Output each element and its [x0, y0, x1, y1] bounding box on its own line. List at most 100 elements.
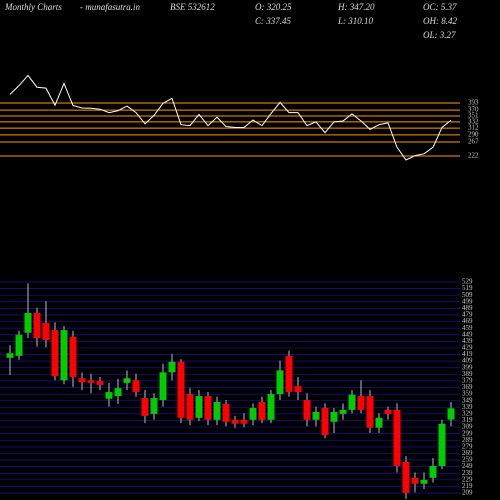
source-label: - munafasutra.in [80, 2, 141, 12]
stat: OL: 3.27 [423, 30, 456, 40]
candle-body [87, 380, 95, 383]
y-tick-label: 279 [462, 442, 473, 450]
candle-body [69, 336, 77, 377]
y-tick-label: 529 [462, 278, 473, 286]
candle-body [249, 407, 257, 420]
close-line [9, 74, 452, 161]
y-tick-label: 399 [462, 363, 473, 371]
y-tick-label: 429 [462, 344, 473, 352]
level-label: 312 [468, 124, 479, 132]
y-tick-label: 469 [462, 317, 473, 325]
candle-body [42, 322, 50, 341]
candle-body [105, 392, 113, 399]
y-tick-label: 229 [462, 475, 473, 483]
y-tick-label: 329 [462, 409, 473, 417]
candle-body [141, 398, 149, 416]
y-tick-label: 339 [462, 403, 473, 411]
y-tick-label: 449 [462, 330, 473, 338]
y-tick-label: 499 [462, 297, 473, 305]
candle-body [33, 312, 41, 339]
candle-body [51, 330, 59, 377]
y-tick-label: 209 [462, 489, 473, 497]
candle-body [321, 407, 329, 435]
y-tick-label: 359 [462, 390, 473, 398]
candle-body [213, 402, 221, 420]
y-tick-label: 249 [462, 462, 473, 470]
y-tick-label: 419 [462, 350, 473, 358]
y-tick-label: 219 [462, 482, 473, 490]
level-label: 290 [468, 131, 479, 139]
y-tick-label: 289 [462, 436, 473, 444]
y-tick-label: 349 [462, 396, 473, 404]
y-tick-label: 369 [462, 383, 473, 391]
candle-body [312, 411, 320, 420]
candle-body [294, 386, 302, 393]
candle-body [96, 380, 104, 385]
candle-body [177, 361, 185, 418]
y-tick-label: 259 [462, 456, 473, 464]
y-tick-label: 479 [462, 311, 473, 319]
candle-body [276, 370, 284, 395]
candle-body [348, 394, 356, 410]
candle-body [285, 355, 293, 393]
candle-body [384, 409, 392, 414]
y-tick-label: 519 [462, 284, 473, 292]
candle-body [258, 402, 266, 420]
candle-body [438, 423, 446, 466]
candle-body [411, 477, 419, 484]
y-tick-label: 489 [462, 304, 473, 312]
y-tick-label: 299 [462, 429, 473, 437]
y-tick-label: 319 [462, 416, 473, 424]
y-tick-label: 409 [462, 357, 473, 365]
candle-body [132, 380, 140, 393]
candle-body [195, 396, 203, 418]
candle-body [24, 312, 32, 333]
candle-body [240, 419, 248, 424]
candle-body [267, 394, 275, 420]
candle-body [6, 353, 14, 358]
candle-body [447, 408, 455, 420]
candle-body [150, 398, 158, 414]
level-label: 351 [468, 112, 479, 120]
candle-body [303, 400, 311, 420]
stat: O: 320.25 [255, 2, 292, 12]
site-label: Monthly Charts [4, 2, 62, 12]
level-label: 370 [468, 106, 479, 114]
y-tick-label: 379 [462, 377, 473, 385]
level-label: 267 [468, 138, 479, 146]
y-tick-label: 459 [462, 324, 473, 332]
y-tick-label: 269 [462, 449, 473, 457]
candle-body [123, 378, 131, 383]
y-tick-label: 389 [462, 370, 473, 378]
level-label: 393 [468, 99, 479, 107]
candle-body [366, 396, 374, 428]
candle-body [357, 396, 365, 410]
candle-body [330, 411, 338, 422]
stat: C: 337.45 [255, 16, 292, 26]
candle-body [15, 334, 23, 356]
stat: L: 310.10 [337, 16, 374, 26]
symbol-label: BSE 532612 [170, 2, 215, 12]
candle-body [429, 465, 437, 478]
candle-body [339, 409, 347, 414]
candle-body [60, 330, 68, 381]
y-tick-label: 239 [462, 469, 473, 477]
level-label: 332 [468, 118, 479, 126]
stat: H: 347.20 [337, 2, 375, 12]
y-tick-label: 509 [462, 291, 473, 299]
candle-body [231, 419, 239, 424]
stat: OH: 8.42 [423, 16, 457, 26]
candle-body [168, 361, 176, 373]
candle-body [402, 462, 410, 493]
stat: OC: 5.37 [423, 2, 457, 12]
candle-body [78, 378, 86, 383]
y-tick-label: 309 [462, 423, 473, 431]
candle-body [114, 388, 122, 397]
candle-body [375, 417, 383, 428]
candle-body [420, 479, 428, 484]
candle-body [222, 403, 230, 422]
candle-body [159, 372, 167, 401]
candle-body [393, 409, 401, 466]
